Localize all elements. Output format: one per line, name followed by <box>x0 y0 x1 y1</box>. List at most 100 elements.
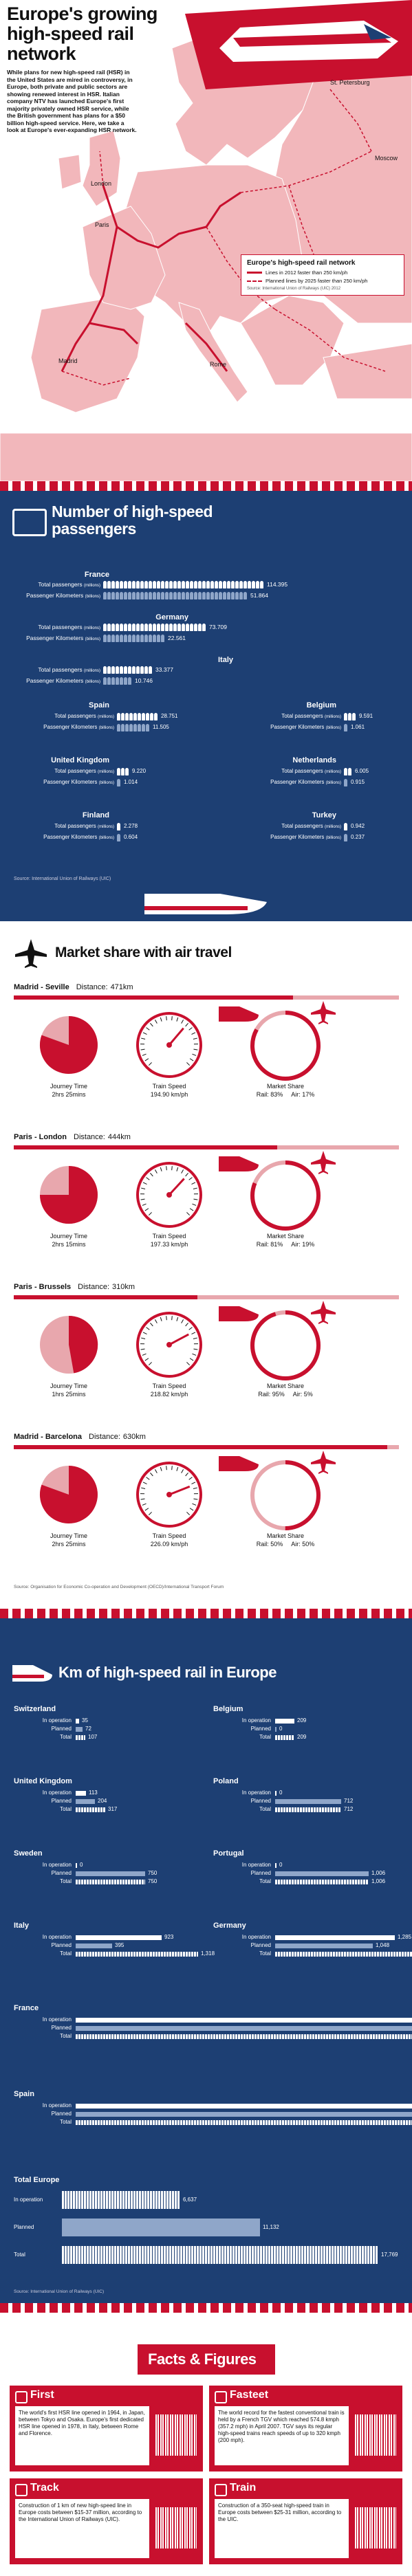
person-icon <box>128 666 131 674</box>
line-label-unit: (millions) <box>98 770 114 774</box>
gauge-tick <box>193 1348 198 1350</box>
km-source: Source: International Union of Railways … <box>14 2289 105 2294</box>
km-row-label: Total <box>259 1950 271 1957</box>
legend-label: Planned lines by 2025 faster than 250 km… <box>265 278 368 284</box>
ring-rail <box>250 1011 321 1081</box>
km-row-label: In operation <box>241 1862 271 1868</box>
person-icon <box>198 592 202 599</box>
line-label: Total passengers (millions) <box>281 768 341 774</box>
gauge-tick <box>189 1208 194 1211</box>
fact-card: Train Construction of a 350-seat high-spe… <box>209 2478 402 2564</box>
line-label-text: Passenger Kilometers <box>270 834 326 840</box>
gauge-tick <box>142 1182 147 1185</box>
person-icon <box>111 581 115 588</box>
gauge-tick <box>191 1482 196 1484</box>
person-icon <box>194 581 197 588</box>
country-name: France <box>84 571 109 579</box>
pie-slice <box>39 1016 98 1074</box>
gauge-tick <box>142 1332 147 1334</box>
journey-label: Journey Time <box>50 1383 88 1389</box>
gauge-tick <box>185 1023 188 1027</box>
passenger-country-block: Belgium Total passengers (millions) 9.591 P… <box>206 701 412 749</box>
passenger-line: Total passengers (millions) 9.591 <box>206 712 412 722</box>
person-icon <box>202 592 206 599</box>
passengers-title: Number of high-speed passengers <box>52 503 213 538</box>
person-icon <box>117 779 120 786</box>
person-icon <box>103 666 107 674</box>
route-header: Madrid - Seville Distance: 471km <box>14 983 133 991</box>
passenger-line: Passenger Kilometers (billions) 1.061 <box>206 723 412 733</box>
person-icon <box>190 592 193 599</box>
speedometer-gauge <box>136 1312 202 1378</box>
airplane-icon <box>311 1451 336 1474</box>
km-value: 204 <box>98 1798 107 1804</box>
person-icon <box>103 624 107 631</box>
km-bar <box>275 1791 277 1796</box>
person-icon <box>117 713 120 720</box>
pie-slice <box>40 1166 98 1224</box>
person-icon <box>120 592 123 599</box>
line-label-text: Passenger Kilometers <box>26 635 85 641</box>
distance-value: 444km <box>107 1133 131 1141</box>
person-icon <box>239 592 243 599</box>
person-icon <box>198 624 202 631</box>
passenger-line: Passenger Kilometers (billions) 0.237 <box>206 833 412 843</box>
gauge-tick <box>166 1316 167 1321</box>
km-country-block: Switzerland In operation 35 Planned 72 Total 1… <box>0 1705 206 1774</box>
person-icon <box>136 635 140 642</box>
line-label-unit: (billions) <box>98 781 114 785</box>
journey-time-pie <box>40 1315 98 1374</box>
gauge-tick <box>150 1023 153 1027</box>
person-icon <box>144 635 148 642</box>
title-line-3: network <box>7 43 76 64</box>
country-name: Turkey <box>312 811 336 819</box>
line-label-unit: (millions) <box>84 584 100 588</box>
gauge-tick <box>142 1032 147 1035</box>
gauge-tick <box>160 1017 162 1022</box>
person-icon <box>182 581 185 588</box>
km-row-label: Planned <box>250 1942 271 1948</box>
gauge-tick <box>160 1317 162 1321</box>
km-country-block: United Kingdom In operation 113 Planned 204 T… <box>0 1777 206 1846</box>
km-value: 0 <box>279 1726 283 1732</box>
km-value: 0 <box>279 1790 283 1796</box>
train-illustration <box>185 0 412 89</box>
gauge-hub <box>166 1042 172 1048</box>
passenger-line: Passenger Kilometers (billions) 0.915 <box>206 778 412 788</box>
airplane-icon <box>15 939 47 968</box>
city-label: Rome <box>210 361 227 368</box>
line-label-unit: (billions) <box>325 726 341 730</box>
gauge-tick <box>189 1358 194 1361</box>
market-share-ring <box>250 1310 321 1380</box>
line-label: Total passengers (millions) <box>38 666 100 673</box>
country-name: Spain <box>89 701 109 709</box>
person-icon <box>124 592 127 599</box>
airplane-shape <box>311 1001 336 1024</box>
km-row-label: Total <box>60 2119 72 2125</box>
line-label-unit: (millions) <box>98 715 114 719</box>
person-icon <box>206 581 210 588</box>
person-icon <box>107 624 111 631</box>
train-nose-icon <box>144 894 267 914</box>
person-icon <box>235 592 239 599</box>
route-block: Paris - Brussels Distance: 310km Journey Ti… <box>0 1283 412 1427</box>
passenger-line: Passenger Kilometers (billions) 10.746 <box>0 676 412 686</box>
intro-text: While plans for new high-speed rail (HSR… <box>7 69 137 133</box>
line-label-unit: (billions) <box>85 680 100 684</box>
distance-value: 310km <box>112 1283 135 1291</box>
km-bar <box>275 1807 341 1812</box>
person-icon <box>149 624 152 631</box>
speedometer-gauge <box>136 1462 202 1528</box>
person-icon <box>140 635 144 642</box>
person-icon <box>116 592 119 599</box>
line-label-unit: (billions) <box>325 781 341 785</box>
ring-rail <box>250 1310 321 1380</box>
share-values: Rail: 95% Air: 5% <box>234 1391 337 1398</box>
km-row-label: Total <box>60 1878 72 1884</box>
airplane-icon <box>311 1151 336 1174</box>
person-icon <box>202 624 206 631</box>
line-label-text: Total passengers <box>38 624 84 630</box>
share-label: Market Share <box>266 1383 305 1389</box>
